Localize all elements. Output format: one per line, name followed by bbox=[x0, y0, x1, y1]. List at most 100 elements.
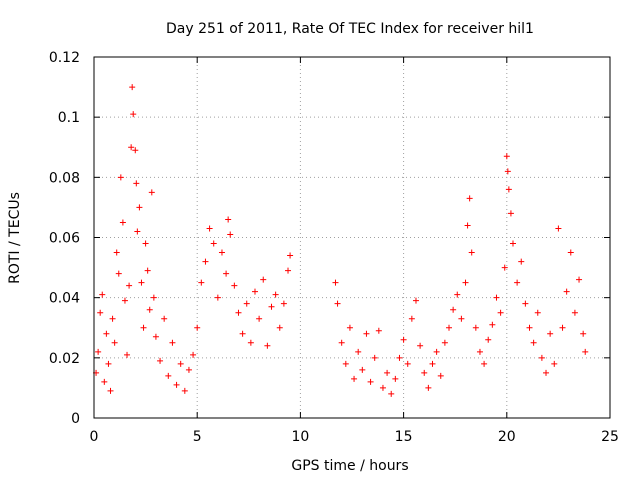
data-point bbox=[247, 339, 254, 346]
x-tick-label: 20 bbox=[498, 429, 516, 445]
y-tick-label: 0.1 bbox=[58, 110, 80, 126]
data-point bbox=[481, 360, 488, 367]
data-point bbox=[580, 330, 587, 337]
data-point bbox=[338, 339, 345, 346]
data-point bbox=[150, 294, 157, 301]
data-point bbox=[446, 324, 453, 331]
data-point bbox=[239, 330, 246, 337]
data-point bbox=[363, 330, 370, 337]
data-point bbox=[505, 186, 512, 193]
data-point bbox=[351, 375, 358, 382]
data-point bbox=[522, 300, 529, 307]
data-point bbox=[177, 360, 184, 367]
data-point bbox=[129, 84, 136, 91]
data-point bbox=[101, 378, 108, 385]
data-point bbox=[504, 168, 511, 175]
x-tick-label: 5 bbox=[193, 429, 202, 445]
data-point bbox=[260, 276, 267, 283]
data-point bbox=[559, 324, 566, 331]
data-point bbox=[454, 291, 461, 298]
data-point bbox=[165, 372, 172, 379]
data-point bbox=[140, 324, 147, 331]
data-point bbox=[157, 357, 164, 364]
data-point bbox=[225, 216, 232, 223]
data-point bbox=[214, 294, 221, 301]
data-point bbox=[396, 354, 403, 361]
data-point bbox=[113, 249, 120, 256]
data-point bbox=[441, 339, 448, 346]
chart-title: Day 251 of 2011, Rate Of TEC Index for r… bbox=[166, 21, 534, 37]
data-point bbox=[181, 387, 188, 394]
data-point bbox=[119, 219, 126, 226]
data-point bbox=[334, 300, 341, 307]
data-point bbox=[142, 240, 149, 247]
data-point bbox=[514, 279, 521, 286]
data-point bbox=[115, 270, 122, 277]
data-point bbox=[95, 348, 102, 355]
data-point bbox=[497, 309, 504, 316]
data-point bbox=[287, 252, 294, 259]
y-tick-label: 0.02 bbox=[49, 351, 80, 367]
data-point bbox=[161, 315, 168, 322]
data-point bbox=[567, 249, 574, 256]
data-point bbox=[429, 360, 436, 367]
data-point bbox=[400, 336, 407, 343]
data-point bbox=[555, 225, 562, 232]
data-point bbox=[109, 315, 116, 322]
data-point bbox=[264, 342, 271, 349]
data-point bbox=[408, 315, 415, 322]
x-tick-label: 0 bbox=[90, 429, 99, 445]
data-point bbox=[466, 195, 473, 202]
data-point bbox=[404, 360, 411, 367]
data-point bbox=[223, 270, 230, 277]
data-point bbox=[132, 147, 139, 154]
data-point bbox=[450, 306, 457, 313]
x-tick-label: 10 bbox=[291, 429, 309, 445]
data-point bbox=[148, 189, 155, 196]
y-axis-label: ROTI / TECUs bbox=[7, 192, 23, 284]
y-tick-label: 0.12 bbox=[49, 50, 80, 66]
data-point bbox=[173, 381, 180, 388]
data-points bbox=[93, 84, 589, 397]
data-point bbox=[359, 366, 366, 373]
data-point bbox=[126, 282, 133, 289]
data-point bbox=[547, 330, 554, 337]
data-point bbox=[563, 288, 570, 295]
data-point bbox=[437, 372, 444, 379]
x-tick-label: 25 bbox=[601, 429, 619, 445]
y-tick-label: 0.06 bbox=[49, 231, 80, 247]
data-point bbox=[144, 267, 151, 274]
data-point bbox=[130, 111, 137, 118]
data-point bbox=[121, 297, 128, 304]
data-point bbox=[392, 375, 399, 382]
data-point bbox=[551, 360, 558, 367]
data-point bbox=[417, 342, 424, 349]
tick-labels: 0 5 10 15 20 25 0 0.02 0.04 0.06 0.08 0.1 0.12 bbox=[49, 50, 619, 445]
data-point bbox=[218, 249, 225, 256]
data-point bbox=[136, 204, 143, 211]
data-point bbox=[576, 276, 583, 283]
data-point bbox=[134, 228, 141, 235]
data-point bbox=[107, 387, 114, 394]
data-point bbox=[464, 222, 471, 229]
data-point bbox=[97, 309, 104, 316]
data-point bbox=[458, 315, 465, 322]
axis-ticks bbox=[93, 56, 611, 419]
data-point bbox=[111, 339, 118, 346]
data-point bbox=[133, 180, 140, 187]
data-point bbox=[103, 330, 110, 337]
data-point bbox=[243, 300, 250, 307]
data-point bbox=[582, 348, 589, 355]
data-point bbox=[388, 390, 395, 397]
data-point bbox=[509, 240, 516, 247]
data-point bbox=[332, 279, 339, 286]
data-point bbox=[128, 144, 135, 151]
data-point bbox=[194, 324, 201, 331]
data-point bbox=[346, 324, 353, 331]
data-point bbox=[375, 327, 382, 334]
data-point bbox=[503, 153, 510, 160]
data-point bbox=[489, 321, 496, 328]
data-point bbox=[526, 324, 533, 331]
